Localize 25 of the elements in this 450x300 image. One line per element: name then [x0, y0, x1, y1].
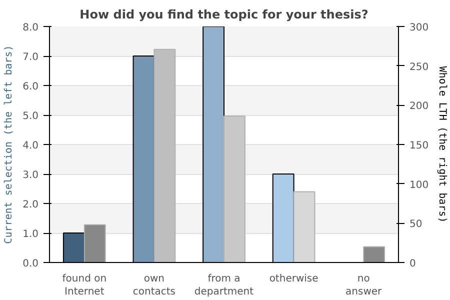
- y2-tick-label: 0: [410, 258, 416, 270]
- y-tick-label: 2.0: [22, 200, 39, 210]
- y-tick-label: 0.0: [22, 258, 39, 270]
- y2-tick-label: 150: [410, 140, 429, 152]
- y2-tick-label: 250: [410, 62, 429, 73]
- y-axis-title: Current selection (the left bars): [4, 45, 15, 244]
- y-tick-label: 6.0: [22, 82, 39, 92]
- y-tick-label: 8.0: [22, 22, 39, 34]
- bar: [363, 246, 386, 262]
- y2-tick-label: 300: [410, 22, 429, 34]
- y2-tick-label: 100: [410, 180, 429, 191]
- y-tick-label: 4.0: [22, 140, 39, 152]
- y2-axis-title: Whole LTH (the right bars): [436, 66, 448, 223]
- y2-tick-label: 50: [410, 219, 422, 230]
- y2-tick-label: 200: [410, 101, 429, 112]
- x-tick-label: found on Internet: [62, 274, 107, 298]
- chart-title: How did you find the topic for your thesis?: [80, 8, 368, 22]
- x-tick-label: own contacts: [132, 274, 176, 298]
- y-tick-label: 3.0: [22, 170, 39, 181]
- y-tick-label: 5.0: [22, 111, 39, 122]
- x-tick-label: from a department: [194, 274, 254, 298]
- x-tick-label: otherwise: [269, 274, 318, 284]
- y-tick-label: 7.0: [22, 52, 39, 63]
- y-tick-label: 1.0: [22, 229, 39, 240]
- x-tick-label: no answer: [346, 274, 383, 298]
